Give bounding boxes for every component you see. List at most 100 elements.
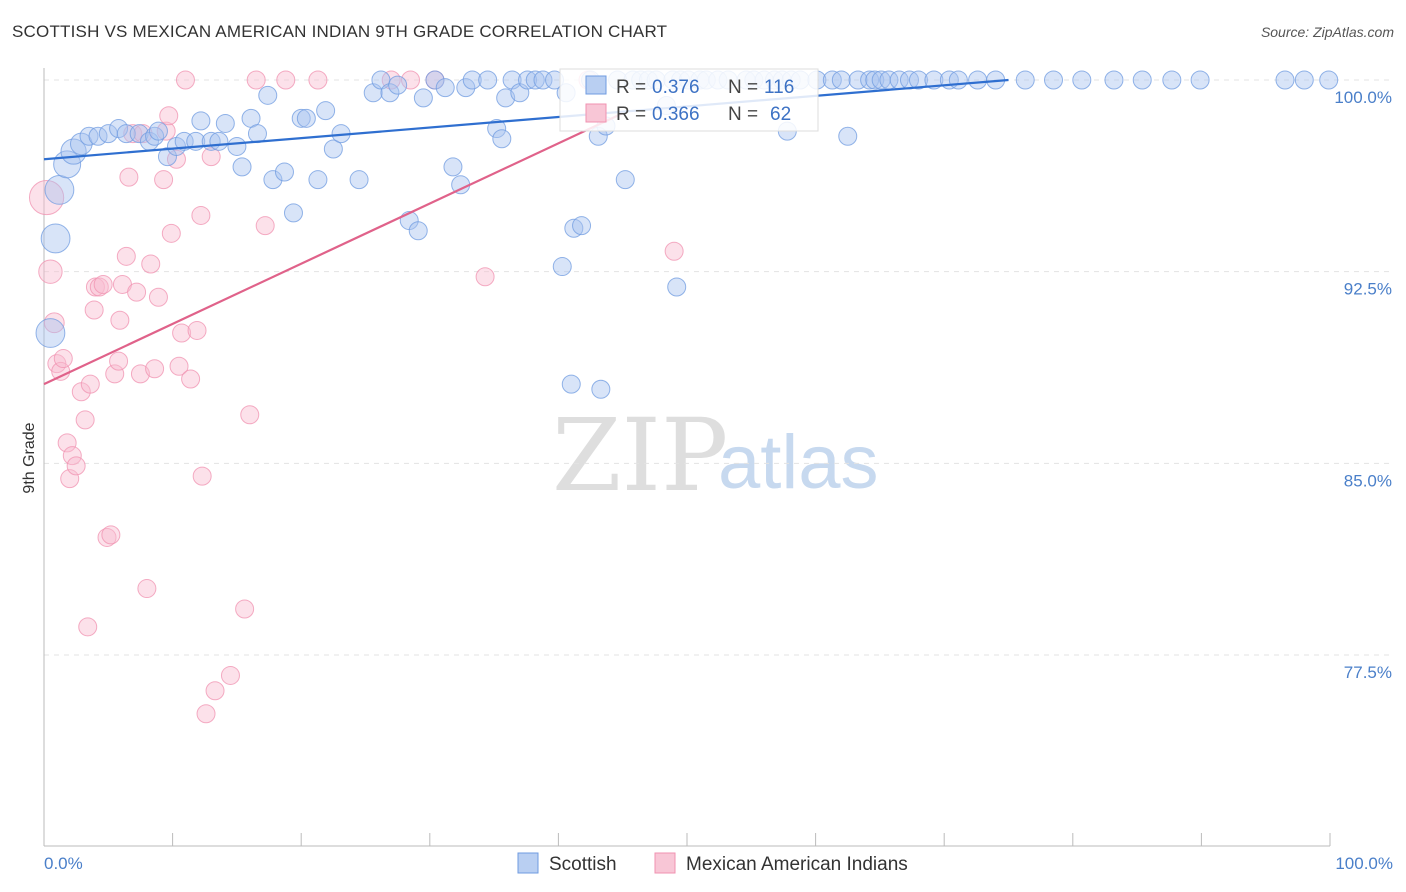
scottish-point <box>349 170 369 190</box>
mexican-point <box>137 579 157 599</box>
scottish-point <box>572 216 592 236</box>
mexican-point <box>159 106 179 126</box>
y-tick-label-100: 100.0% <box>1334 88 1392 107</box>
mexican-point <box>475 267 495 287</box>
legend-n-label-mexican: N = <box>728 104 758 125</box>
scottish-point <box>323 139 343 159</box>
scottish-point <box>227 136 247 156</box>
mexican-point <box>116 246 136 266</box>
mexican-point <box>62 446 82 466</box>
mexican-point <box>53 349 73 369</box>
x-axis-ticks <box>43 833 1331 846</box>
mexican-point <box>57 433 77 453</box>
mexican-point <box>80 374 100 394</box>
scottish-point <box>1072 70 1092 90</box>
source-credit: Source: ZipAtlas.com <box>1260 24 1394 40</box>
mexican-point <box>130 364 150 384</box>
mexican-point <box>220 665 240 685</box>
scottish-point <box>435 78 455 98</box>
mexican-point <box>101 525 121 545</box>
scottish-point <box>1162 70 1182 90</box>
mexican-point <box>255 216 275 236</box>
bottom-legend-swatch-scottish <box>517 852 539 874</box>
chart-title: SCOTTISH VS MEXICAN AMERICAN INDIAN 9TH … <box>12 22 668 41</box>
mexican-point <box>28 179 65 216</box>
mexican-point <box>664 241 684 261</box>
legend-r-label-scottish: R = <box>616 77 646 98</box>
mexican-point <box>235 599 255 619</box>
y-tick-label-92-5: 92.5% <box>1344 280 1392 299</box>
y-tick-label-77-5: 77.5% <box>1344 663 1392 682</box>
mexican-point <box>145 359 165 379</box>
mexican-point <box>161 223 181 243</box>
x-tick-label-0: 0.0% <box>44 854 83 873</box>
legend-r-scottish: 0.376 <box>652 77 700 98</box>
mexican-point <box>401 70 421 90</box>
mexican-point <box>205 681 225 701</box>
scottish-point <box>533 70 553 90</box>
scottish-point <box>1044 70 1064 90</box>
scottish-point <box>908 70 928 90</box>
scottish-point <box>1275 70 1295 90</box>
mexican-point <box>66 456 86 476</box>
mexican-point <box>201 147 221 167</box>
legend-swatch-scottish <box>585 75 607 95</box>
scottish-point <box>408 221 428 241</box>
scottish-point <box>388 75 408 95</box>
scottish-point <box>848 70 868 90</box>
scottish-point <box>69 132 93 156</box>
scottish-point <box>591 379 611 399</box>
mexican-point <box>105 364 125 384</box>
mexican-point <box>169 356 189 376</box>
scottish-point <box>308 170 328 190</box>
mexican-point <box>156 121 176 141</box>
mexican-point <box>123 124 143 144</box>
mexican-point <box>84 300 104 320</box>
scottish-point <box>860 70 880 90</box>
scottish-point <box>1015 70 1035 90</box>
scottish-point <box>274 162 294 182</box>
mexican-point <box>38 259 63 284</box>
mexican-point <box>191 205 211 225</box>
scottish-point <box>456 78 476 98</box>
mexican-point <box>308 70 328 90</box>
mexican-point <box>187 320 207 340</box>
scottish-point <box>425 70 445 90</box>
correlation-legend: R = 0.376 N = 116 R = 0.366 N = 62 <box>559 68 819 132</box>
mexican-point <box>181 369 201 389</box>
y-tick-label-85: 85.0% <box>1344 471 1392 490</box>
mexican-point <box>119 167 139 187</box>
mexican-point <box>93 274 113 294</box>
scottish-point <box>413 88 433 108</box>
scottish-point <box>492 129 512 149</box>
scottish-point <box>924 70 944 90</box>
mexican-point <box>240 405 260 425</box>
scottish-point <box>865 70 885 90</box>
mexican-point <box>43 312 65 334</box>
scottish-point <box>232 157 252 177</box>
mexican-point <box>192 466 212 486</box>
scottish-point <box>247 124 267 144</box>
mexican-point <box>110 310 130 330</box>
mexican-point <box>75 410 95 430</box>
scottish-point <box>948 70 968 90</box>
scottish-point <box>296 108 316 128</box>
scottish-point <box>44 174 75 205</box>
scottish-point <box>496 88 516 108</box>
scottish-point <box>145 126 165 146</box>
scottish-point <box>564 218 584 238</box>
scottish-point <box>968 70 988 90</box>
legend-n-scottish: 116 <box>764 77 794 98</box>
scottish-point <box>258 85 278 105</box>
scottish-point <box>552 257 572 277</box>
scottish-point <box>291 108 311 128</box>
scottish-point <box>443 157 463 177</box>
x-tick-label-100: 100.0% <box>1335 854 1393 873</box>
scottish-point <box>518 70 538 90</box>
scottish-point <box>561 374 581 394</box>
scottish-point <box>215 113 235 133</box>
scottish-point <box>615 170 635 190</box>
mexican-point <box>60 469 80 489</box>
trend-lines <box>43 78 1009 386</box>
